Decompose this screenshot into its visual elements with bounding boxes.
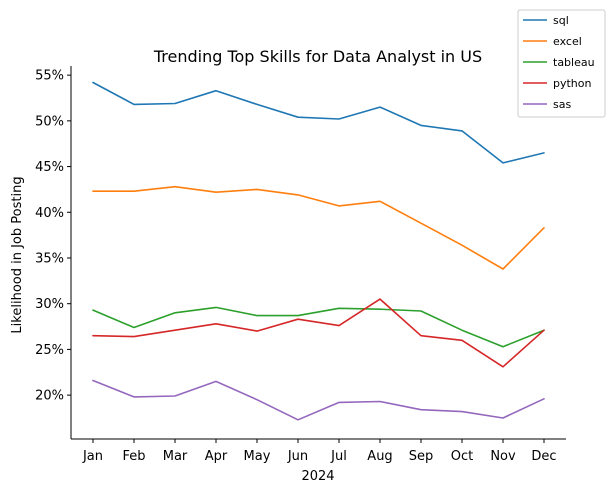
y-tick-label: 50% xyxy=(35,114,64,129)
series-line-excel xyxy=(92,185,545,270)
y-axis-title: Likelihood in Job Posting xyxy=(10,176,25,333)
plot-area xyxy=(92,81,545,421)
y-tick-label: 55% xyxy=(35,69,64,84)
legend-label-tableau: tableau xyxy=(553,56,595,69)
legend-label-python: python xyxy=(553,77,592,90)
x-tick-label: Apr xyxy=(205,449,228,464)
chart-title: Trending Top Skills for Data Analyst in … xyxy=(153,47,482,66)
y-tick-label: 25% xyxy=(35,343,64,358)
x-tick-label: Dec xyxy=(531,449,556,464)
x-tick-label: Jan xyxy=(82,449,103,464)
series-line-python xyxy=(92,298,545,368)
x-tick-label: May xyxy=(244,449,271,464)
x-tick-label: Nov xyxy=(490,449,516,464)
legend-label-sql: sql xyxy=(553,14,569,27)
series-line-sas xyxy=(92,379,545,421)
y-tick-label: 40% xyxy=(35,206,64,221)
x-tick-label: Jun xyxy=(287,449,308,464)
y-tick-label: 30% xyxy=(35,297,64,312)
x-tick-label: Jul xyxy=(330,449,347,464)
x-axis: Jan Feb Mar Apr May Jun Jul Aug Sep Oct Nov Dec xyxy=(71,438,566,464)
legend-frame xyxy=(517,9,606,118)
legend-label-sas: sas xyxy=(553,98,571,111)
x-tick-label: Feb xyxy=(122,449,145,464)
y-axis: 20% 25% 30% 35% 40% 45% 50% 55% xyxy=(35,66,72,439)
x-tick-label: Oct xyxy=(451,449,473,464)
x-tick-label: Aug xyxy=(367,449,392,464)
series-line-sql xyxy=(92,81,545,164)
legend-label-excel: excel xyxy=(553,35,582,48)
x-tick-label: Sep xyxy=(409,449,434,464)
x-axis-title: 2024 xyxy=(301,469,334,484)
y-tick-label: 45% xyxy=(35,160,64,175)
legend: sql excel tableau python sas xyxy=(517,9,606,118)
y-tick-label: 35% xyxy=(35,251,64,266)
y-tick-label: 20% xyxy=(35,389,64,404)
x-tick-label: Mar xyxy=(163,449,188,464)
series-line-tableau xyxy=(92,306,545,348)
